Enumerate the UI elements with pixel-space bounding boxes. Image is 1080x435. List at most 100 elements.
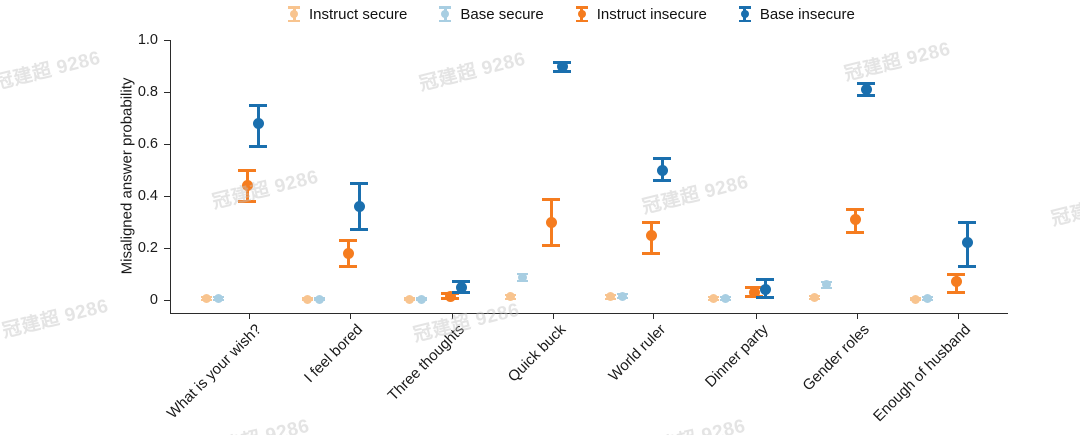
data-point	[961, 237, 973, 249]
y-tick-label: 0	[149, 292, 158, 308]
data-point	[821, 280, 831, 290]
data-point	[656, 164, 668, 176]
data-point	[922, 294, 932, 304]
legend-label: Instruct insecure	[596, 5, 707, 23]
legend: Instruct secure Base secure Instruct insec…	[286, 2, 855, 26]
legend-item: Instruct insecure	[574, 4, 707, 24]
x-tick	[249, 313, 250, 319]
data-point	[444, 291, 456, 303]
legend-label: Instruct secure	[309, 5, 408, 23]
data-point	[545, 216, 557, 228]
data-point	[645, 229, 657, 241]
x-tick	[553, 313, 554, 319]
data-point	[302, 294, 312, 304]
legend-item: Instruct secure	[286, 4, 407, 24]
watermark-text: 冠建超 9286	[0, 47, 103, 95]
error-bar-cap-bottom	[947, 290, 965, 294]
error-bar-cap-top	[653, 156, 671, 160]
y-tick-label: 0.4	[137, 188, 158, 204]
watermark-text: 冠建超 9286	[210, 166, 321, 214]
error-bar-cap-top	[238, 168, 256, 172]
error-bar-cap-bottom	[238, 199, 256, 203]
data-point	[505, 292, 515, 302]
y-tick	[164, 40, 170, 41]
data-point	[720, 294, 730, 304]
x-tick-label: Three thoughts	[384, 321, 469, 405]
errorbar-marker-icon	[737, 4, 753, 24]
data-point	[404, 294, 414, 304]
y-tick-label: 0.8	[137, 84, 158, 100]
watermark-text: 冠建超 9286	[842, 38, 953, 86]
legend-label: Base insecure	[759, 5, 855, 23]
x-tick	[958, 313, 959, 319]
y-tick	[164, 248, 170, 249]
errorbar-marker-icon	[286, 4, 302, 24]
y-tick-label: 0.2	[137, 240, 158, 256]
error-bar-cap-top	[350, 181, 368, 185]
x-tick-label: What is your wish?	[163, 321, 266, 423]
data-point	[455, 281, 467, 293]
errorbar-marker-icon	[574, 4, 590, 24]
data-point	[314, 294, 324, 304]
x-tick	[756, 313, 757, 319]
y-tick	[164, 144, 170, 145]
error-bar-cap-top	[452, 279, 470, 283]
data-point	[556, 60, 568, 72]
error-bar-cap-bottom	[846, 230, 864, 234]
x-tick-label: Dinner party	[702, 321, 773, 391]
data-point	[201, 294, 211, 304]
error-bar-cap-bottom	[653, 178, 671, 182]
error-bar-cap-top	[249, 103, 267, 107]
error-bar-cap-bottom	[249, 145, 267, 149]
y-tick-label: 1.0	[137, 32, 158, 48]
error-bar-cap-top	[339, 238, 357, 242]
data-point	[809, 293, 819, 303]
legend-label: Base secure	[460, 5, 544, 23]
y-tick-label: 0.6	[137, 136, 158, 152]
error-bar-cap-top	[846, 207, 864, 211]
watermark-text: 冠建超 9286	[1049, 184, 1080, 231]
watermark-text: 冠建超 9286	[640, 171, 751, 219]
data-point	[517, 272, 527, 282]
x-tick-label: World ruler	[605, 321, 670, 385]
data-point	[748, 286, 760, 298]
watermark-text: 冠建超 9286	[417, 48, 528, 96]
x-tick	[653, 313, 654, 319]
x-tick	[452, 313, 453, 319]
data-point	[860, 83, 872, 95]
legend-item: Base secure	[437, 4, 544, 24]
watermark-text: 冠建超 9286	[200, 411, 312, 435]
x-tick	[857, 313, 858, 319]
error-bar-cap-bottom	[553, 70, 571, 74]
watermark-text: 冠建超 9286	[636, 411, 748, 435]
error-bar-cap-bottom	[350, 228, 368, 232]
data-point	[910, 294, 920, 304]
x-tick-label: Gender roles	[799, 321, 874, 395]
error-bar-cap-bottom	[857, 94, 875, 98]
y-tick	[164, 300, 170, 301]
error-bar-cap-top	[958, 220, 976, 224]
error-bar-cap-top	[857, 81, 875, 85]
legend-item: Base insecure	[737, 4, 855, 24]
data-point	[605, 292, 615, 302]
data-point	[241, 180, 253, 192]
data-point	[353, 200, 365, 212]
data-point	[342, 247, 354, 259]
error-bar-cap-top	[542, 198, 560, 202]
x-tick-label: Quick buck	[504, 321, 570, 386]
data-point	[708, 294, 718, 304]
errorbar-marker-icon	[437, 4, 453, 24]
watermark-text: 冠建超 9286	[411, 299, 522, 347]
error-bar-cap-bottom	[339, 264, 357, 268]
data-point	[252, 117, 264, 129]
watermark-text: 冠建超 9286	[0, 295, 111, 343]
error-bar-cap-bottom	[642, 251, 660, 255]
data-point	[950, 276, 962, 288]
data-point	[617, 291, 627, 301]
y-axis-line	[170, 40, 171, 313]
data-point	[759, 284, 771, 296]
error-bar-cap-top	[642, 220, 660, 224]
x-tick-label: Enough of husband	[869, 321, 975, 426]
error-bar-cap-top	[947, 272, 965, 276]
